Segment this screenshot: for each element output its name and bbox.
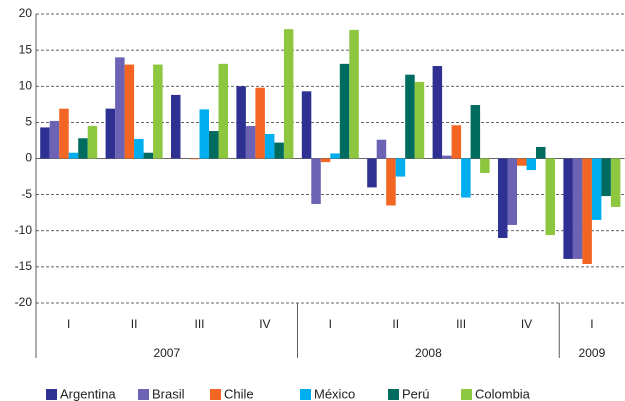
y-tick-label: 5 <box>25 115 32 129</box>
x-tick-label: I <box>67 317 70 331</box>
bar <box>87 125 98 159</box>
bar <box>68 152 79 159</box>
bar <box>255 87 265 159</box>
bar <box>311 158 321 205</box>
y-tick-label: 20 <box>19 6 33 20</box>
legend-swatch <box>461 389 472 400</box>
x-tick-label: I <box>329 317 332 331</box>
legend-swatch <box>388 389 399 400</box>
bar <box>432 66 443 159</box>
x-tick-label: IV <box>521 317 532 331</box>
legend-label: Argentina <box>60 386 116 401</box>
x-tick-label: II <box>131 317 138 331</box>
year-label: 2008 <box>415 346 442 360</box>
y-tick-label: -20 <box>15 295 33 309</box>
bar <box>563 158 573 259</box>
bar <box>601 158 611 197</box>
bar <box>40 127 50 159</box>
legend-swatch <box>300 389 311 400</box>
legend-label: Perú <box>402 386 429 401</box>
bar <box>330 153 340 159</box>
x-tick-label: I <box>590 317 593 331</box>
bar <box>591 158 602 220</box>
bar <box>78 138 88 159</box>
legend-label: Brasil <box>152 386 185 401</box>
y-tick-label: 0 <box>25 151 32 165</box>
x-tick-label: III <box>456 317 466 331</box>
bar <box>480 158 490 173</box>
legend-swatch <box>46 389 57 400</box>
bar <box>320 158 331 163</box>
y-tick-label: 10 <box>19 78 33 92</box>
bar <box>236 86 246 159</box>
bar <box>367 158 377 188</box>
bar <box>115 57 125 159</box>
bar <box>264 133 275 159</box>
y-tick-label: -5 <box>21 187 32 201</box>
bar <box>536 146 546 159</box>
y-tick-label: 15 <box>19 42 33 56</box>
bar <box>124 64 135 159</box>
y-tick-label: -15 <box>15 259 33 273</box>
bar <box>105 108 116 159</box>
legend-swatch <box>210 389 221 400</box>
bar <box>545 158 555 236</box>
bar <box>218 63 228 159</box>
bar <box>376 139 387 159</box>
year-label: 2009 <box>579 346 606 360</box>
x-tick-label: III <box>194 317 204 331</box>
bar <box>414 81 425 159</box>
bar <box>442 155 452 159</box>
bar <box>349 29 359 159</box>
bar <box>283 29 294 159</box>
legend-label: Chile <box>224 386 254 401</box>
year-label: 2007 <box>153 346 180 360</box>
bar <box>134 138 144 159</box>
bar <box>190 158 200 160</box>
legend-label: México <box>314 386 355 401</box>
bar <box>143 152 154 159</box>
x-tick-label: II <box>392 317 399 331</box>
bar <box>572 158 583 259</box>
legend-swatch <box>138 389 149 400</box>
bar <box>301 91 312 159</box>
bar <box>405 74 415 159</box>
bar <box>153 64 163 159</box>
bar <box>209 131 219 159</box>
bar <box>395 158 406 177</box>
bar <box>274 142 284 159</box>
bar <box>498 158 508 238</box>
bar <box>526 158 536 171</box>
bar <box>386 158 396 206</box>
bar <box>582 158 592 264</box>
bar <box>199 109 209 159</box>
bar <box>507 158 517 225</box>
x-tick-label: IV <box>259 317 270 331</box>
bar <box>517 158 527 166</box>
bar <box>461 158 471 198</box>
y-tick-label: -10 <box>15 223 33 237</box>
bar <box>610 158 621 207</box>
legend-label: Colombia <box>475 386 531 401</box>
bar <box>59 108 69 159</box>
bar <box>339 63 350 159</box>
bar <box>245 125 256 159</box>
bar <box>470 105 481 159</box>
bar <box>451 125 462 159</box>
bar <box>49 120 60 159</box>
bar <box>171 94 181 159</box>
